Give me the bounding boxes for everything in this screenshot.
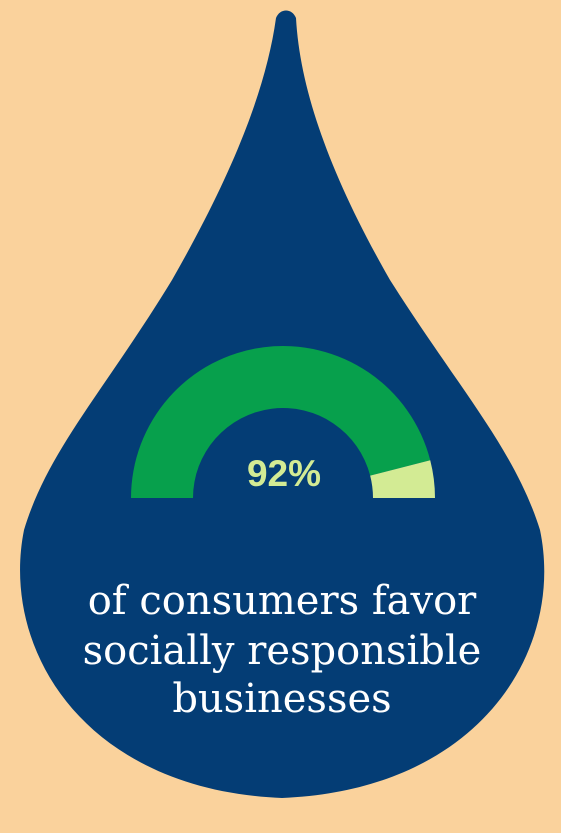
caption-line-2: socially responsible <box>83 628 482 674</box>
gauge-remaining-arc <box>370 460 435 498</box>
gauge-chart: 92% <box>131 346 435 498</box>
caption: of consumers favor socially responsible … <box>83 578 482 722</box>
caption-line-3: businesses <box>172 676 391 722</box>
gauge-filled-arc <box>131 346 431 498</box>
caption-line-1: of consumers favor <box>88 578 477 624</box>
gauge-value-label: 92% <box>247 453 321 494</box>
